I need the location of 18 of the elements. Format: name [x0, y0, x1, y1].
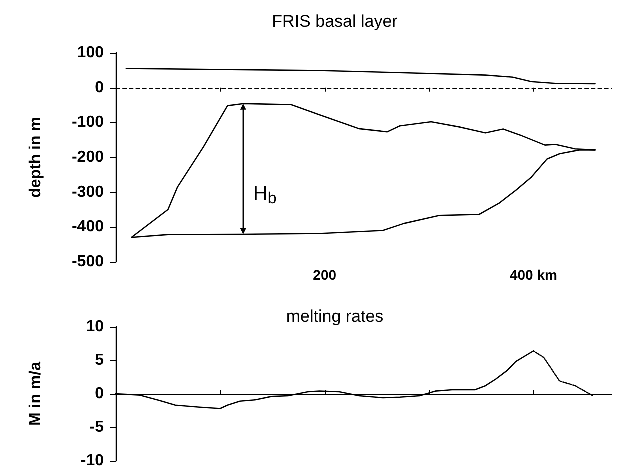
- y-tick-label: 5: [95, 352, 104, 369]
- y-tick-label: 0: [95, 386, 104, 402]
- y-tick-label: 100: [77, 44, 104, 62]
- y-tick-label: -400: [72, 218, 104, 236]
- y-axis-title: depth in m: [28, 117, 44, 198]
- y-tick-label: -500: [72, 254, 104, 270]
- y-tick-label: -300: [72, 184, 104, 201]
- y-tick-label: -10: [80, 452, 104, 469]
- y-tick-label: 0: [95, 79, 104, 96]
- y-axis-title: M in m/a: [28, 362, 44, 426]
- y-tick-label: 10: [86, 318, 104, 336]
- x-tick-label: 400 km: [510, 267, 558, 283]
- chart-title: FRIS basal layer: [272, 12, 398, 31]
- x-tick-label: 200: [313, 267, 337, 283]
- chart-title: melting rates: [286, 307, 384, 326]
- y-tick-label: -100: [72, 114, 104, 132]
- y-tick-label: -200: [72, 149, 104, 166]
- y-tick-label: -5: [90, 419, 104, 436]
